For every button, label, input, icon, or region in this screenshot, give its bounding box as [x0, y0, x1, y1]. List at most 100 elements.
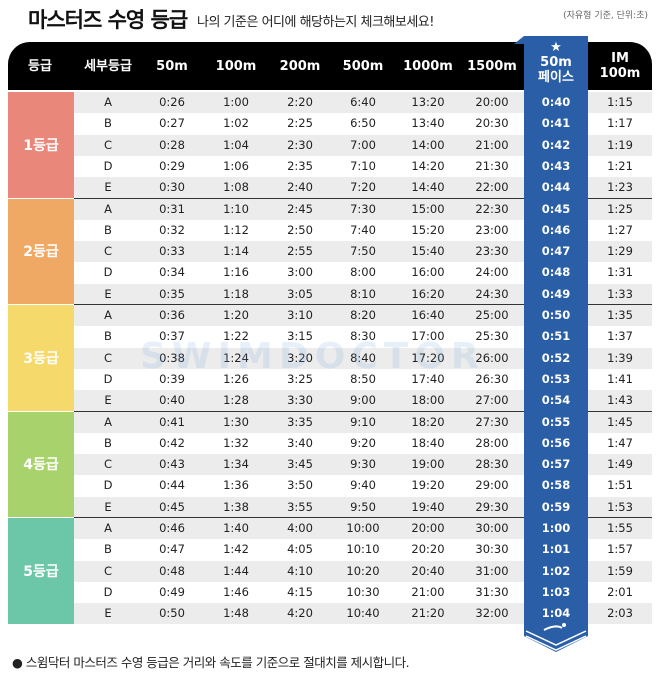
time-cell: 25:30: [475, 329, 509, 344]
sub-grade-cell: E: [104, 180, 112, 195]
pace-cell: 1:03: [541, 584, 571, 599]
time-cell: 9:50: [350, 499, 376, 514]
time-cell: 8:40: [350, 350, 376, 365]
pace-cell: 0:52: [541, 350, 571, 365]
time-cell: 20:40: [411, 563, 445, 578]
time-cell: 1:36: [223, 478, 249, 493]
time-cell: 4:20: [287, 606, 313, 621]
time-cell: 10:30: [346, 584, 380, 599]
time-cell: 29:00: [475, 478, 509, 493]
time-cell: 0:46: [159, 521, 185, 535]
column-header: IM 100m: [599, 51, 641, 81]
time-cell: 0:35: [159, 286, 185, 301]
time-cell: 26:00: [475, 350, 509, 365]
sub-grade-cell: D: [103, 371, 113, 386]
time-cell: 0:33: [159, 244, 185, 259]
pace-column-highlight: [514, 36, 588, 623]
page-title: 마스터즈 수영 등급: [28, 8, 188, 32]
pace-cell: 1:02: [541, 563, 571, 578]
pace-cell: 1:00: [541, 521, 571, 535]
time-cell: 1:32: [223, 435, 249, 450]
time-cell: 29:30: [475, 499, 509, 514]
sub-grade-cell: D: [103, 584, 113, 599]
sub-grade-cell: A: [104, 201, 112, 216]
time-cell: 1:28: [223, 393, 249, 408]
time-cell: 9:10: [350, 414, 376, 429]
time-cell: 19:00: [411, 457, 445, 472]
time-cell: 15:00: [411, 201, 445, 216]
time-cell: 3:05: [287, 286, 313, 301]
sub-grade-cell: B: [104, 435, 112, 450]
time-cell: 20:00: [475, 95, 509, 109]
time-cell: 0:41: [159, 414, 185, 429]
time-cell: 0:29: [159, 158, 185, 173]
time-cell: 0:45: [159, 499, 185, 514]
time-cell: 23:00: [475, 222, 509, 237]
time-cell: 1:38: [223, 499, 249, 514]
table-row: [74, 560, 652, 582]
time-cell: 22:30: [475, 201, 509, 216]
time-cell: 25:00: [475, 308, 509, 322]
time-cell: 1:43: [607, 393, 633, 408]
time-cell: 9:00: [350, 393, 376, 408]
sub-grade-cell: C: [103, 563, 113, 578]
time-cell: 7:40: [350, 222, 376, 237]
pace-cell: 0:57: [541, 457, 571, 472]
time-cell: 32:00: [475, 606, 509, 621]
time-cell: 26:30: [475, 371, 509, 386]
time-cell: 7:00: [350, 137, 376, 152]
pace-cell: 0:56: [541, 435, 571, 450]
pace-cell: 0:51: [541, 329, 571, 344]
time-cell: 2:50: [287, 222, 313, 237]
time-cell: 8:10: [350, 286, 376, 301]
time-cell: 1:02: [223, 116, 249, 131]
time-cell: 27:30: [475, 414, 509, 429]
time-cell: 14:00: [411, 137, 445, 152]
time-cell: 1:25: [607, 201, 633, 216]
time-cell: 24:00: [475, 265, 509, 280]
footnote: ● 스윔닥터 마스터즈 수영 등급은 거리와 속도를 기준으로 절대치를 제시합…: [12, 655, 410, 670]
table-row: [74, 347, 652, 369]
sub-grade-cell: C: [103, 457, 113, 472]
pace-cell: 0:42: [541, 137, 571, 152]
sub-grade-cell: E: [104, 606, 112, 621]
time-cell: 1:55: [607, 521, 633, 535]
time-cell: 0:43: [159, 457, 185, 472]
time-cell: 3:50: [287, 478, 313, 493]
time-cell: 23:30: [475, 244, 509, 259]
time-cell: 7:50: [350, 244, 376, 259]
sub-grade-cell: D: [103, 158, 113, 173]
time-cell: 1:19: [607, 137, 633, 152]
pace-cell: 0:55: [541, 414, 571, 429]
unit-note: (자유형 기준, 단위:초): [563, 11, 648, 21]
pace-cell: 0:41: [541, 116, 571, 131]
time-cell: 18:20: [411, 414, 445, 429]
time-cell: 1:40: [223, 521, 249, 535]
time-cell: 1:20: [223, 308, 249, 322]
time-cell: 13:20: [411, 95, 445, 109]
sub-grade-cell: B: [104, 222, 112, 237]
time-cell: 4:10: [287, 563, 313, 578]
pace-cell: 0:58: [541, 478, 571, 493]
time-cell: 0:40: [159, 393, 185, 408]
time-cell: 1:37: [607, 329, 633, 344]
swimmer-icon: [524, 622, 588, 652]
time-cell: 0:44: [159, 478, 185, 493]
table-row: [74, 305, 652, 327]
time-cell: 21:00: [411, 584, 445, 599]
time-cell: 1:49: [607, 457, 633, 472]
time-cell: 2:30: [287, 137, 313, 152]
time-cell: 21:30: [475, 158, 509, 173]
time-cell: 1:10: [223, 201, 249, 216]
page-subtitle: 나의 기준은 어디에 해당하는지 체크해보세요!: [197, 15, 434, 30]
column-header: 500m: [342, 58, 384, 74]
table-row: [74, 518, 652, 540]
time-cell: 1:45: [607, 414, 633, 429]
time-cell: 1:23: [607, 180, 633, 195]
time-cell: 2:03: [607, 606, 633, 621]
pace-cell: 0:59: [541, 499, 571, 514]
time-cell: 0:37: [159, 329, 185, 344]
time-cell: 31:00: [475, 563, 509, 578]
time-cell: 2:45: [287, 201, 313, 216]
time-cell: 1:26: [223, 371, 249, 386]
